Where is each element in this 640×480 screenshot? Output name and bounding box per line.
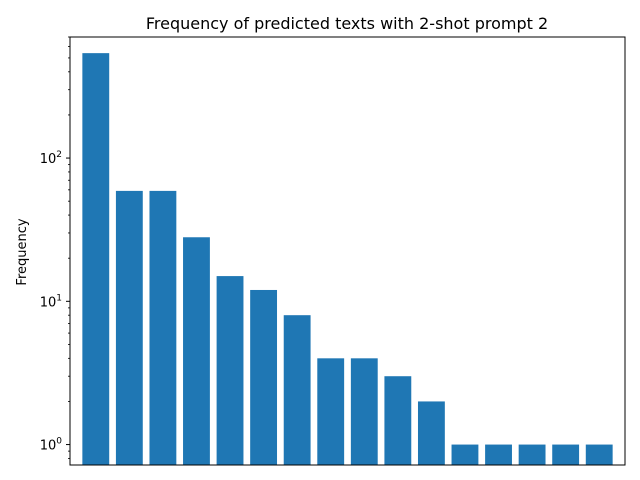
bar-1	[82, 53, 110, 465]
bar-15	[552, 444, 580, 465]
bar-8	[317, 358, 345, 465]
y-tick-label-0: 100	[40, 437, 63, 454]
bar-13	[485, 444, 512, 465]
bar-16	[585, 444, 613, 465]
bar-14	[518, 444, 546, 465]
bars-group	[82, 53, 613, 465]
y-axis-label: Frequency	[15, 218, 30, 285]
chart-title: Frequency of predicted texts with 2-shot…	[146, 14, 548, 33]
bar-3	[149, 190, 177, 465]
bar-6	[250, 289, 278, 465]
bar-5	[216, 276, 244, 465]
bar-11	[417, 401, 445, 465]
y-tick-label-1: 101	[40, 293, 62, 310]
bar-12	[451, 444, 479, 465]
bar-2	[115, 190, 143, 465]
bar-10	[384, 376, 412, 465]
bar-9	[350, 358, 378, 465]
y-ticks-group: 100 101 102	[40, 36, 70, 459]
plot-frame	[69, 36, 626, 466]
bar-4	[183, 237, 210, 465]
y-tick-label-2: 102	[40, 150, 62, 167]
bar-7	[283, 315, 311, 465]
